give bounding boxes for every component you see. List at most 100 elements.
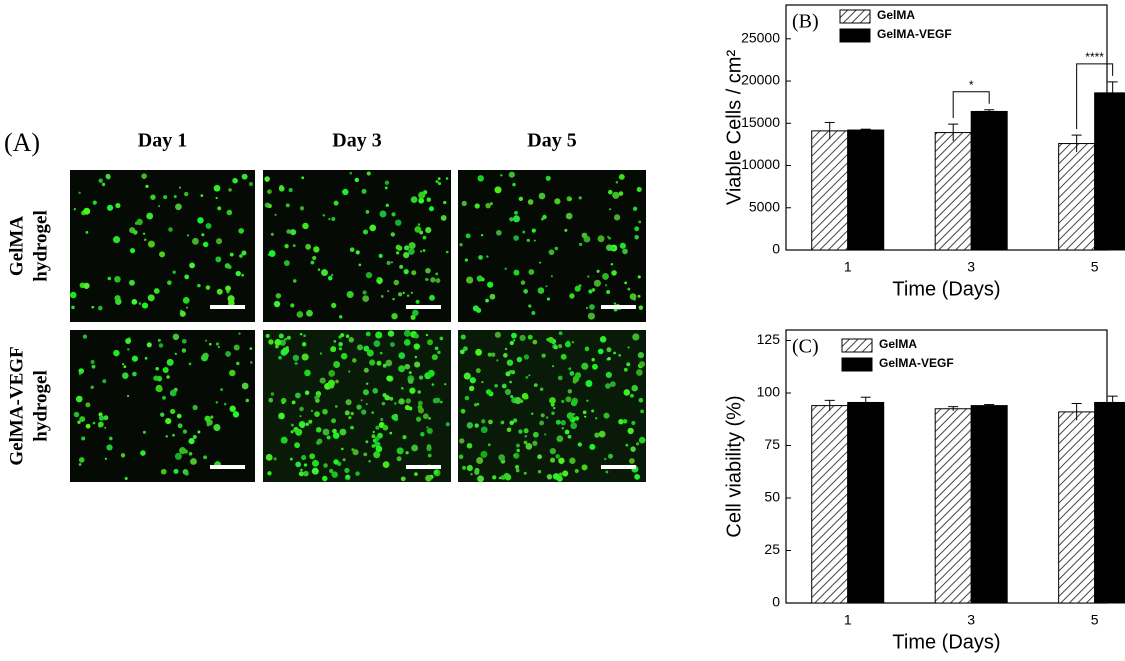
cell <box>200 354 209 362</box>
cell <box>598 430 606 438</box>
cell <box>131 355 139 362</box>
bar <box>847 129 885 251</box>
cell <box>77 420 81 424</box>
cell <box>562 470 569 477</box>
cell <box>349 247 355 253</box>
cell <box>422 249 426 252</box>
cell <box>394 402 397 405</box>
cell <box>342 458 346 462</box>
y-tick-label: 0 <box>772 594 780 610</box>
cell <box>622 248 628 255</box>
cell <box>431 354 438 361</box>
cell <box>273 300 281 308</box>
cell <box>215 342 220 346</box>
cell <box>564 228 568 232</box>
cell <box>389 431 393 435</box>
cell <box>358 263 362 267</box>
row-label-line: hydrogel <box>30 210 51 281</box>
cell <box>314 395 318 400</box>
cell <box>301 342 307 347</box>
micrograph <box>70 330 255 482</box>
cell <box>328 218 331 221</box>
cell <box>587 275 590 278</box>
cell <box>596 269 600 273</box>
cell <box>204 339 208 342</box>
cell <box>281 401 285 405</box>
cell <box>548 249 555 256</box>
cell <box>197 283 201 288</box>
cell <box>632 206 638 211</box>
cell <box>578 196 582 200</box>
cell <box>375 425 380 430</box>
cell <box>245 398 249 403</box>
cell <box>112 236 121 244</box>
cell <box>489 293 496 300</box>
cell <box>97 421 104 428</box>
cell <box>487 352 492 357</box>
cell <box>372 388 379 394</box>
cell <box>579 242 583 247</box>
cell <box>504 474 512 481</box>
cell <box>124 476 128 481</box>
cell <box>612 191 620 199</box>
cell <box>197 217 204 224</box>
cell <box>278 333 284 339</box>
cell <box>398 365 406 373</box>
cell <box>440 400 443 404</box>
cell <box>585 306 589 309</box>
error-bar <box>948 406 959 411</box>
cell <box>192 404 198 411</box>
cell <box>618 353 622 357</box>
cell <box>115 202 121 209</box>
cell <box>396 456 402 462</box>
cell <box>133 230 138 235</box>
cell <box>82 334 88 339</box>
cell <box>348 337 354 343</box>
cell <box>528 304 532 308</box>
cell <box>274 338 282 346</box>
cell <box>321 475 328 482</box>
cell <box>296 311 304 318</box>
cell <box>384 394 390 401</box>
cell <box>333 340 337 343</box>
cell <box>425 333 429 337</box>
cell <box>83 282 90 289</box>
cell <box>292 354 300 362</box>
cell <box>544 433 547 436</box>
column-label: Day 3 <box>332 130 381 152</box>
cell <box>577 442 582 447</box>
cell <box>553 406 556 410</box>
cell <box>238 332 241 335</box>
y-tick-label: 125 <box>757 331 781 347</box>
cell <box>435 179 439 184</box>
cell <box>145 184 149 188</box>
cell <box>476 456 484 465</box>
cell <box>299 406 304 412</box>
cell <box>433 470 439 475</box>
cell <box>586 399 589 402</box>
cell <box>205 222 212 229</box>
cell <box>155 366 159 371</box>
cell <box>313 246 320 253</box>
y-tick-label: 25 <box>764 541 780 557</box>
cell <box>460 408 466 414</box>
cell <box>129 248 136 254</box>
cell <box>241 173 248 180</box>
legend-label: GelMA-VEGF <box>879 356 954 370</box>
cell <box>445 177 449 180</box>
cell <box>303 334 306 337</box>
cell <box>360 399 363 402</box>
cell <box>407 378 414 384</box>
cell <box>428 416 432 420</box>
cell <box>531 228 536 233</box>
cell <box>473 403 478 407</box>
cell <box>178 186 182 189</box>
cell <box>115 298 122 305</box>
cell <box>165 435 168 438</box>
cell <box>81 436 86 441</box>
cell <box>362 295 370 303</box>
cell <box>166 358 174 366</box>
cell <box>488 419 493 425</box>
x-tick-label: 1 <box>844 612 852 628</box>
cell <box>581 362 589 370</box>
